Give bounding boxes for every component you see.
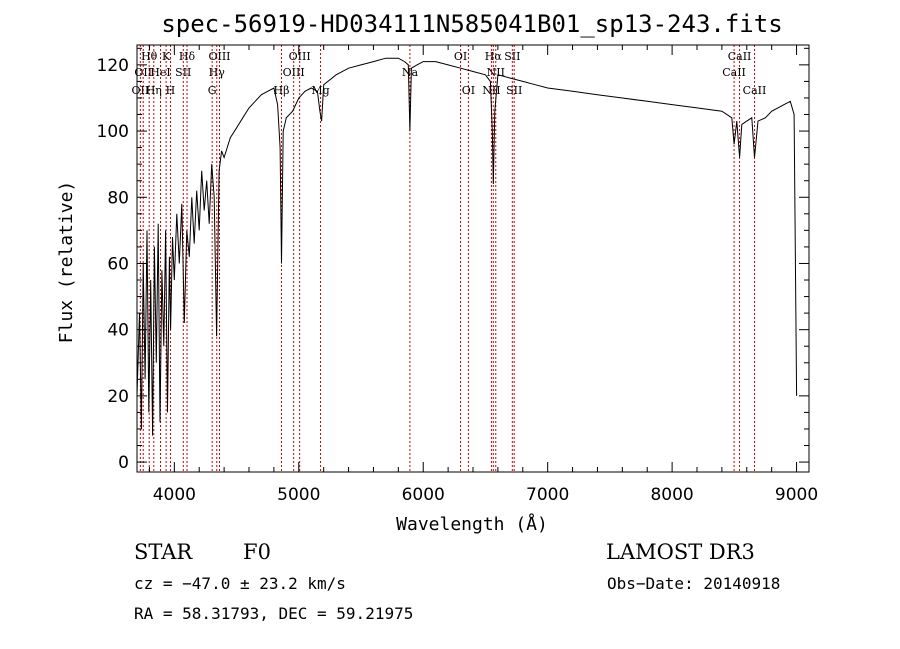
spectrum-chart: spec-56919-HD034111N585041B01_sp13-243.f… [56,10,818,535]
line-marker-label: CaII [722,66,746,79]
x-tick-label: 8000 [650,485,693,505]
line-marker-label: Mg [311,84,329,97]
line-marker-label: Hγ [209,66,226,79]
line-marker-label: Hθ [141,50,158,63]
y-tick-label: 0 [118,453,129,473]
x-tick-label: 7000 [526,485,569,505]
line-marker-label: H [166,84,176,97]
y-axis-ticks: 0 20 40 60 80 100 120 [97,47,809,473]
line-marker-labels: OII OII Hθ Hη HeI K H SII Hδ G Hγ OIII Hβ OIII OIII Mg N… [132,50,767,97]
line-marker-label: OIII [283,66,305,79]
line-markers [139,45,755,472]
line-marker-label: SII [175,66,191,79]
line-marker-label: Hδ [179,50,196,63]
x-tick-label: 4000 [153,485,196,505]
line-marker-label: Na [402,66,419,79]
line-marker-label: SII [506,84,522,97]
x-tick-label: 9000 [775,485,818,505]
chart-title: spec-56919-HD034111N585041B01_sp13-243.f… [161,10,782,38]
redshift-text: cz = −47.0 ± 23.2 km/s [134,574,346,593]
x-axis-ticks: 4000 5000 6000 7000 8000 9000 [148,45,818,505]
y-tick-label: 60 [107,254,129,274]
object-class: STAR [134,540,193,564]
line-marker-label: G [208,84,217,97]
line-marker-label: CaII [743,84,767,97]
line-marker-label: OII [132,84,150,97]
y-tick-label: 80 [107,188,129,208]
line-marker-label: OIII [208,50,230,63]
y-tick-label: 20 [107,387,129,407]
line-marker-label: Hβ [274,84,290,97]
line-marker-label: NII [487,66,505,79]
line-marker-label: SII [504,50,520,63]
coordinates: RA = 58.31793, DEC = 59.21975 [134,604,414,623]
y-axis-label: Flux (relative) [56,181,77,344]
line-marker-label: CaII [728,50,752,63]
y-tick-label: 100 [97,122,129,142]
line-marker-label: K [162,50,171,63]
x-tick-label: 6000 [402,485,445,505]
x-axis-label: Wavelength (Å) [396,513,548,535]
line-marker-label: HeI [150,66,170,79]
spectrum-line [136,57,798,436]
y-tick-label: 120 [97,56,129,76]
obs-date: Obs−Date: 20140918 [607,574,781,593]
x-tick-label: 5000 [277,485,320,505]
line-marker-label: OIII [289,50,311,63]
line-marker-label: Hη [146,84,162,97]
y-tick-label: 40 [107,321,129,341]
subclass: F0 [243,540,271,564]
line-marker-label: OI [462,84,475,97]
line-marker-label: OII [134,66,152,79]
survey-name: LAMOST DR3 [606,540,755,564]
line-marker-label: Hα [485,50,503,63]
line-marker-label: OI [454,50,467,63]
